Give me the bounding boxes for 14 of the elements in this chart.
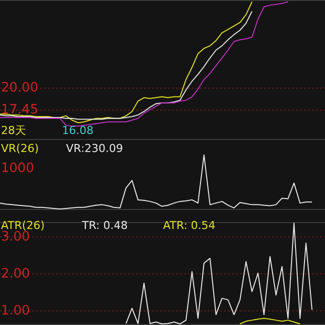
annotation: 28天 [1,124,26,137]
annotation: TR: 0.48 [81,219,128,232]
annotation: ATR(26) [1,219,45,232]
annotation: 16.08 [62,124,94,137]
annotation: VR(26) [1,142,39,155]
y-tick-label: 1.00 [1,303,30,318]
y-tick-label: 2.00 [1,266,30,282]
y-tick-label: 17.45 [1,102,38,118]
annotation: VR:230.09 [66,142,124,155]
y-tick-label: 3.00 [1,229,30,244]
annotation: 1000 [1,161,34,176]
line-series [126,222,312,324]
y-tick-label: 20.00 [1,80,38,96]
annotation: ATR: 0.54 [163,219,216,232]
